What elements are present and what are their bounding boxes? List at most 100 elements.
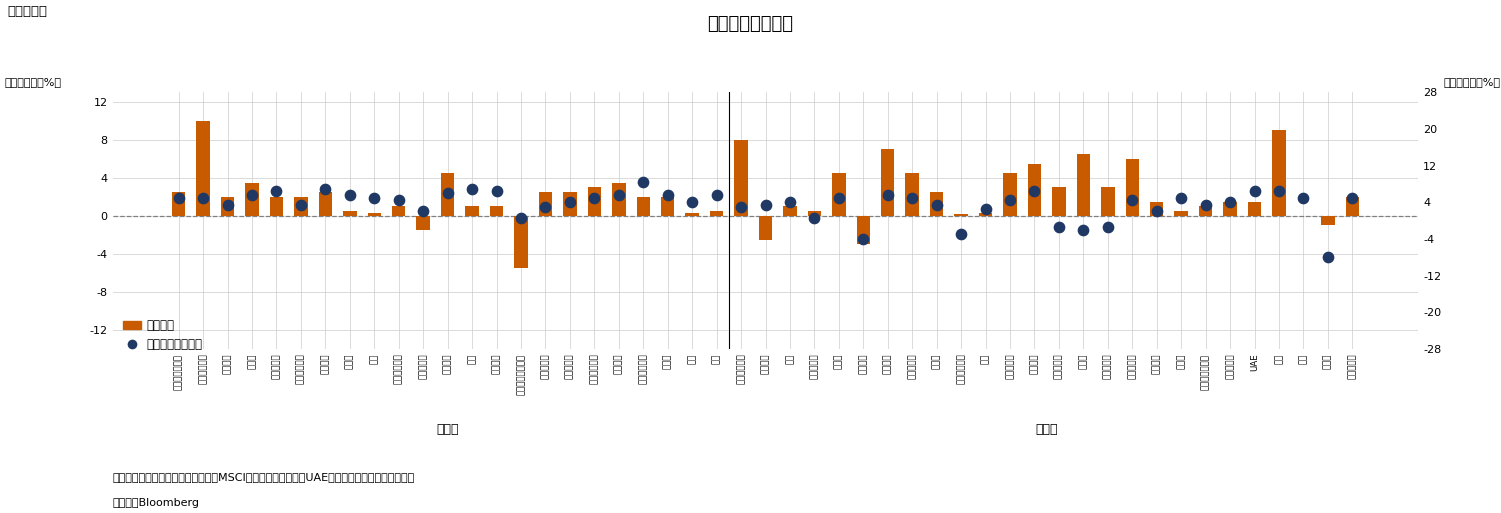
Point (851, 235, 875, 243)
Point (216, 201, 240, 209)
Point (1096, 223, 1120, 231)
Bar (1174, 211, 1187, 216)
Text: （前月末比、%）: （前月末比、%） (5, 77, 62, 87)
Point (1022, 187, 1046, 195)
Bar (1052, 187, 1066, 216)
Bar (270, 197, 284, 216)
Bar (416, 216, 429, 230)
Point (1072, 226, 1096, 234)
Legend: 前月末比, 前年末比（右軸）: 前月末比, 前年末比（右軸） (119, 314, 207, 356)
Bar (808, 211, 821, 216)
Text: 各国の株価変動率: 各国の株価変動率 (707, 15, 794, 33)
Point (411, 207, 435, 215)
Bar (1028, 164, 1042, 216)
Point (264, 187, 288, 195)
Bar (197, 121, 210, 216)
Point (1145, 207, 1169, 215)
Bar (1345, 197, 1358, 216)
Point (680, 198, 704, 206)
Bar (660, 197, 674, 216)
Bar (245, 183, 258, 216)
Bar (760, 216, 772, 240)
Point (582, 193, 606, 202)
Point (1120, 196, 1144, 204)
Point (704, 191, 728, 200)
Point (1169, 193, 1193, 202)
Bar (1150, 202, 1163, 216)
Point (191, 193, 215, 202)
Point (1291, 193, 1315, 202)
Point (632, 177, 656, 186)
Bar (734, 140, 747, 216)
Point (998, 196, 1022, 204)
Bar (1321, 216, 1334, 225)
Point (362, 193, 386, 202)
Bar (221, 197, 234, 216)
Point (509, 214, 533, 223)
Point (875, 191, 899, 200)
Point (387, 196, 411, 204)
Point (1219, 198, 1243, 206)
Bar (1273, 130, 1286, 216)
Point (925, 201, 949, 209)
Text: 先進国: 先進国 (437, 423, 459, 436)
Point (606, 191, 630, 200)
Bar (1076, 154, 1090, 216)
Bar (931, 192, 944, 216)
Bar (489, 206, 503, 216)
Bar (1199, 206, 1213, 216)
Point (729, 203, 754, 211)
Bar (368, 213, 381, 216)
Bar (1126, 159, 1139, 216)
Point (533, 203, 557, 211)
Point (461, 185, 485, 193)
Bar (1102, 187, 1115, 216)
Bar (881, 149, 895, 216)
Bar (784, 206, 797, 216)
Bar (905, 173, 919, 216)
Point (827, 193, 851, 202)
Text: （注）各国指数は現地通貨ベースのMSCI構成指数、ただし、UAEはサウジ・タダウル全株指数: （注）各国指数は現地通貨ベースのMSCI構成指数、ただし、UAEはサウジ・タダウ… (113, 472, 414, 482)
Bar (294, 197, 308, 216)
Point (803, 214, 827, 223)
Point (240, 191, 264, 200)
Point (167, 193, 191, 202)
Point (558, 198, 582, 206)
Bar (1223, 202, 1237, 216)
Point (1340, 193, 1364, 202)
Bar (587, 187, 600, 216)
Bar (515, 216, 528, 268)
Point (485, 187, 509, 195)
Bar (318, 192, 332, 216)
Bar (563, 192, 576, 216)
Point (974, 205, 998, 213)
Point (656, 191, 680, 200)
Point (1193, 201, 1217, 209)
Point (314, 185, 338, 193)
Bar (686, 213, 699, 216)
Point (435, 189, 459, 197)
Point (288, 201, 312, 209)
Point (949, 230, 973, 239)
Bar (1247, 202, 1261, 216)
Text: （前年末比、%）: （前年末比、%） (1444, 77, 1501, 87)
Bar (392, 206, 405, 216)
Bar (979, 213, 992, 216)
Bar (344, 211, 357, 216)
Point (1267, 187, 1291, 195)
Bar (612, 183, 626, 216)
Bar (539, 192, 552, 216)
Bar (955, 214, 968, 216)
Point (338, 191, 362, 200)
Text: （図表４）: （図表４） (8, 5, 48, 18)
Bar (636, 197, 650, 216)
Bar (441, 173, 455, 216)
Point (754, 201, 778, 209)
Point (1243, 187, 1267, 195)
Point (778, 198, 802, 206)
Bar (857, 216, 871, 244)
Point (1046, 223, 1070, 231)
Bar (173, 192, 186, 216)
Point (901, 193, 925, 202)
Text: 新興国: 新興国 (1036, 423, 1058, 436)
